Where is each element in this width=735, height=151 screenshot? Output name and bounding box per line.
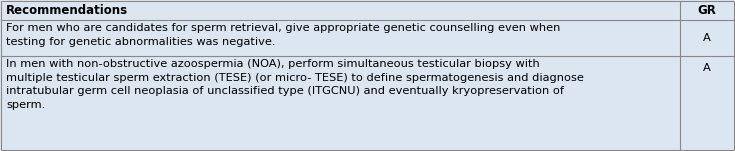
Text: In men with non-obstructive azoospermia (NOA), perform simultaneous testicular b: In men with non-obstructive azoospermia … xyxy=(6,59,584,110)
Text: A: A xyxy=(703,63,711,73)
Text: For men who are candidates for sperm retrieval, give appropriate genetic counsel: For men who are candidates for sperm ret… xyxy=(6,23,560,47)
Text: Recommendations: Recommendations xyxy=(6,4,128,17)
Text: A: A xyxy=(703,33,711,43)
Text: GR: GR xyxy=(698,4,717,17)
